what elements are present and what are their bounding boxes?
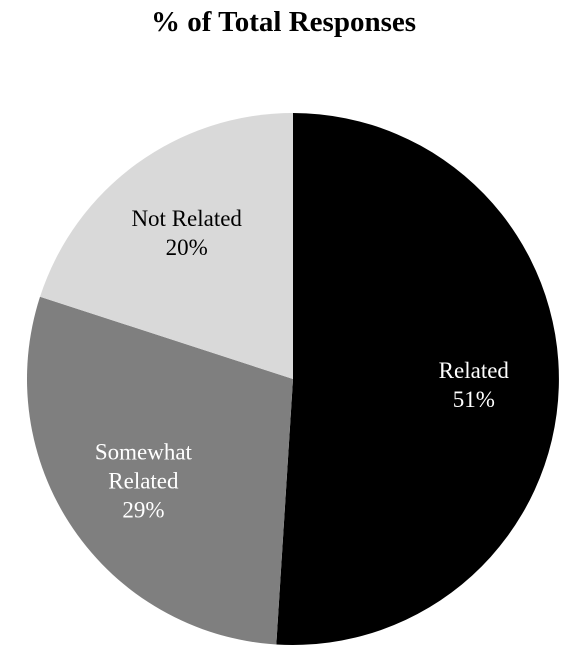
data-label-line: 20% bbox=[166, 235, 208, 260]
data-label-line: Not Related bbox=[131, 206, 242, 231]
data-label-line: 29% bbox=[122, 498, 164, 523]
chart-title: % of Total Responses bbox=[150, 6, 417, 38]
data-label-line: Somewhat bbox=[95, 440, 193, 465]
pie-slice-not-related bbox=[40, 113, 293, 379]
pie-labels: Related 51% Somewhat Related 29% Not Related 2… bbox=[95, 206, 510, 523]
pie-slice-somewhat-related bbox=[26, 296, 293, 645]
data-label-line: Related bbox=[108, 469, 179, 494]
data-label-line: 51% bbox=[453, 387, 495, 412]
data-label-somewhat-related: Somewhat Related 29% bbox=[95, 440, 193, 523]
pie-slice-related bbox=[276, 113, 559, 645]
data-label-not-related: Not Related 20% bbox=[131, 206, 242, 260]
data-label-line: Related bbox=[439, 358, 510, 383]
data-label-related: Related 51% bbox=[439, 358, 510, 412]
pie-slices bbox=[26, 113, 559, 645]
